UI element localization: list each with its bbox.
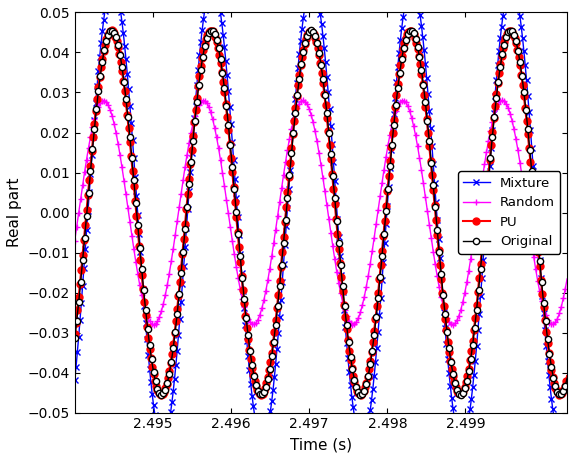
Random — [71, 238, 78, 243]
Line: Original: Original — [72, 28, 570, 398]
Original — [501, 39, 508, 45]
Random — [501, 99, 508, 105]
PU — [556, 392, 563, 397]
Original — [158, 392, 165, 397]
X-axis label: Time (s): Time (s) — [290, 437, 352, 452]
Random — [282, 162, 289, 168]
Mixture — [71, 377, 78, 383]
PU — [501, 39, 508, 44]
Original — [127, 145, 134, 150]
Mixture — [127, 116, 134, 121]
Original — [71, 336, 78, 341]
Original — [282, 223, 289, 229]
Line: Random: Random — [71, 97, 571, 328]
PU — [281, 219, 288, 225]
PU — [157, 392, 164, 397]
Original — [157, 391, 164, 397]
Original — [554, 389, 561, 395]
PU — [71, 331, 78, 337]
Random — [564, 276, 571, 282]
PU — [127, 150, 134, 156]
Random — [554, 315, 561, 321]
Random — [127, 226, 134, 231]
Random — [499, 98, 506, 103]
Mixture — [282, 240, 289, 246]
Original — [564, 375, 571, 381]
Original — [260, 390, 267, 395]
PU — [554, 390, 561, 396]
Mixture — [259, 438, 266, 444]
Mixture — [564, 423, 571, 429]
PU — [307, 28, 314, 33]
Line: Mixture: Mixture — [71, 0, 571, 444]
Legend: Mixture, Random, PU, Original: Mixture, Random, PU, Original — [458, 171, 560, 254]
Mixture — [260, 437, 267, 443]
Mixture — [157, 436, 164, 441]
Y-axis label: Real part: Real part — [7, 178, 22, 247]
Random — [250, 322, 257, 327]
Random — [260, 298, 267, 304]
Mixture — [554, 433, 561, 438]
PU — [260, 389, 267, 395]
Original — [408, 28, 414, 33]
PU — [564, 373, 571, 379]
Random — [157, 312, 164, 318]
Line: PU: PU — [71, 27, 571, 398]
Mixture — [501, 3, 508, 8]
